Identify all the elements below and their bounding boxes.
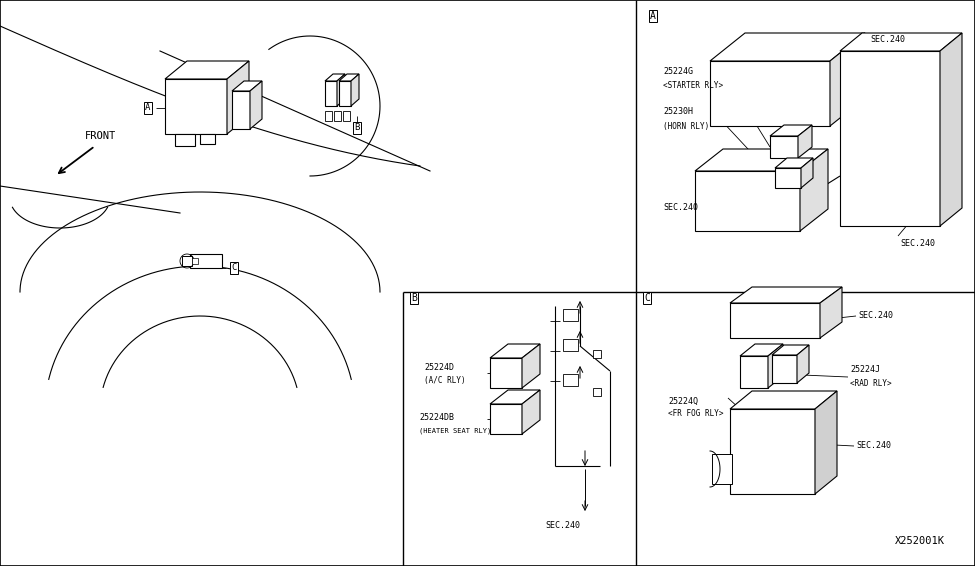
Polygon shape <box>830 33 865 126</box>
Polygon shape <box>740 344 783 356</box>
Bar <box>343 111 350 121</box>
Polygon shape <box>695 149 828 171</box>
Polygon shape <box>165 79 227 134</box>
Polygon shape <box>490 344 540 358</box>
Polygon shape <box>325 81 337 106</box>
Polygon shape <box>840 33 962 51</box>
Text: <RAD RLY>: <RAD RLY> <box>850 379 891 388</box>
Polygon shape <box>797 345 809 383</box>
Text: B: B <box>411 293 417 303</box>
Bar <box>325 111 332 121</box>
Text: SEC.240: SEC.240 <box>856 441 891 451</box>
Text: SEC.240: SEC.240 <box>545 521 580 530</box>
Polygon shape <box>227 61 249 134</box>
Polygon shape <box>490 358 522 388</box>
Text: A: A <box>145 104 151 113</box>
Polygon shape <box>800 149 828 231</box>
Polygon shape <box>710 61 830 126</box>
Text: 25230H: 25230H <box>663 106 693 115</box>
Polygon shape <box>351 74 359 106</box>
Polygon shape <box>337 74 345 106</box>
Bar <box>593 388 601 396</box>
Polygon shape <box>798 125 812 158</box>
Polygon shape <box>232 91 250 129</box>
Polygon shape <box>232 81 262 91</box>
Text: B: B <box>354 123 360 132</box>
Bar <box>200 134 215 144</box>
Polygon shape <box>775 168 801 188</box>
Polygon shape <box>710 33 865 61</box>
Bar <box>563 309 578 321</box>
Bar <box>175 134 195 146</box>
Text: (HORN RLY): (HORN RLY) <box>663 122 709 131</box>
Polygon shape <box>250 81 262 129</box>
Polygon shape <box>325 74 345 81</box>
Polygon shape <box>695 171 800 231</box>
Text: FRONT: FRONT <box>85 131 116 141</box>
Polygon shape <box>730 409 815 494</box>
Polygon shape <box>768 344 783 388</box>
Polygon shape <box>730 287 842 303</box>
Polygon shape <box>840 51 940 226</box>
Text: SEC.240: SEC.240 <box>900 238 935 247</box>
Polygon shape <box>801 158 813 188</box>
Polygon shape <box>730 303 820 338</box>
Polygon shape <box>820 287 842 338</box>
Bar <box>712 454 732 484</box>
Text: 25224D: 25224D <box>424 363 454 372</box>
Bar <box>593 350 601 358</box>
Bar <box>190 254 222 268</box>
Text: C: C <box>231 264 237 272</box>
Bar <box>192 258 198 264</box>
Polygon shape <box>940 33 962 226</box>
Text: <FR FOG RLY>: <FR FOG RLY> <box>668 409 723 418</box>
Polygon shape <box>522 344 540 388</box>
Polygon shape <box>339 81 351 106</box>
Polygon shape <box>339 74 359 81</box>
Polygon shape <box>775 158 813 168</box>
Polygon shape <box>490 390 540 404</box>
Text: 25224DB: 25224DB <box>419 414 454 422</box>
Text: C: C <box>644 293 650 303</box>
Text: 25224Q: 25224Q <box>668 397 698 405</box>
Bar <box>334 111 341 121</box>
Text: 25224J: 25224J <box>850 366 880 375</box>
Polygon shape <box>815 391 837 494</box>
Polygon shape <box>522 390 540 434</box>
Text: <STARTER RLY>: <STARTER RLY> <box>663 82 723 91</box>
Text: X252001K: X252001K <box>895 536 945 546</box>
Text: SEC.240: SEC.240 <box>663 204 698 212</box>
Text: A: A <box>650 11 656 21</box>
Polygon shape <box>165 61 249 79</box>
Text: (HEATER SEAT RLY): (HEATER SEAT RLY) <box>419 428 491 434</box>
Polygon shape <box>770 125 812 136</box>
Text: SEC.240: SEC.240 <box>858 311 893 320</box>
Text: SEC.240: SEC.240 <box>870 35 905 44</box>
Polygon shape <box>490 404 522 434</box>
Text: (A/C RLY): (A/C RLY) <box>424 376 466 385</box>
Polygon shape <box>740 356 768 388</box>
Polygon shape <box>772 345 809 355</box>
Bar <box>563 374 578 386</box>
Text: 25224G: 25224G <box>663 66 693 75</box>
Polygon shape <box>770 136 798 158</box>
Polygon shape <box>730 391 837 409</box>
Bar <box>563 339 578 351</box>
Bar <box>182 256 192 266</box>
Polygon shape <box>772 355 797 383</box>
